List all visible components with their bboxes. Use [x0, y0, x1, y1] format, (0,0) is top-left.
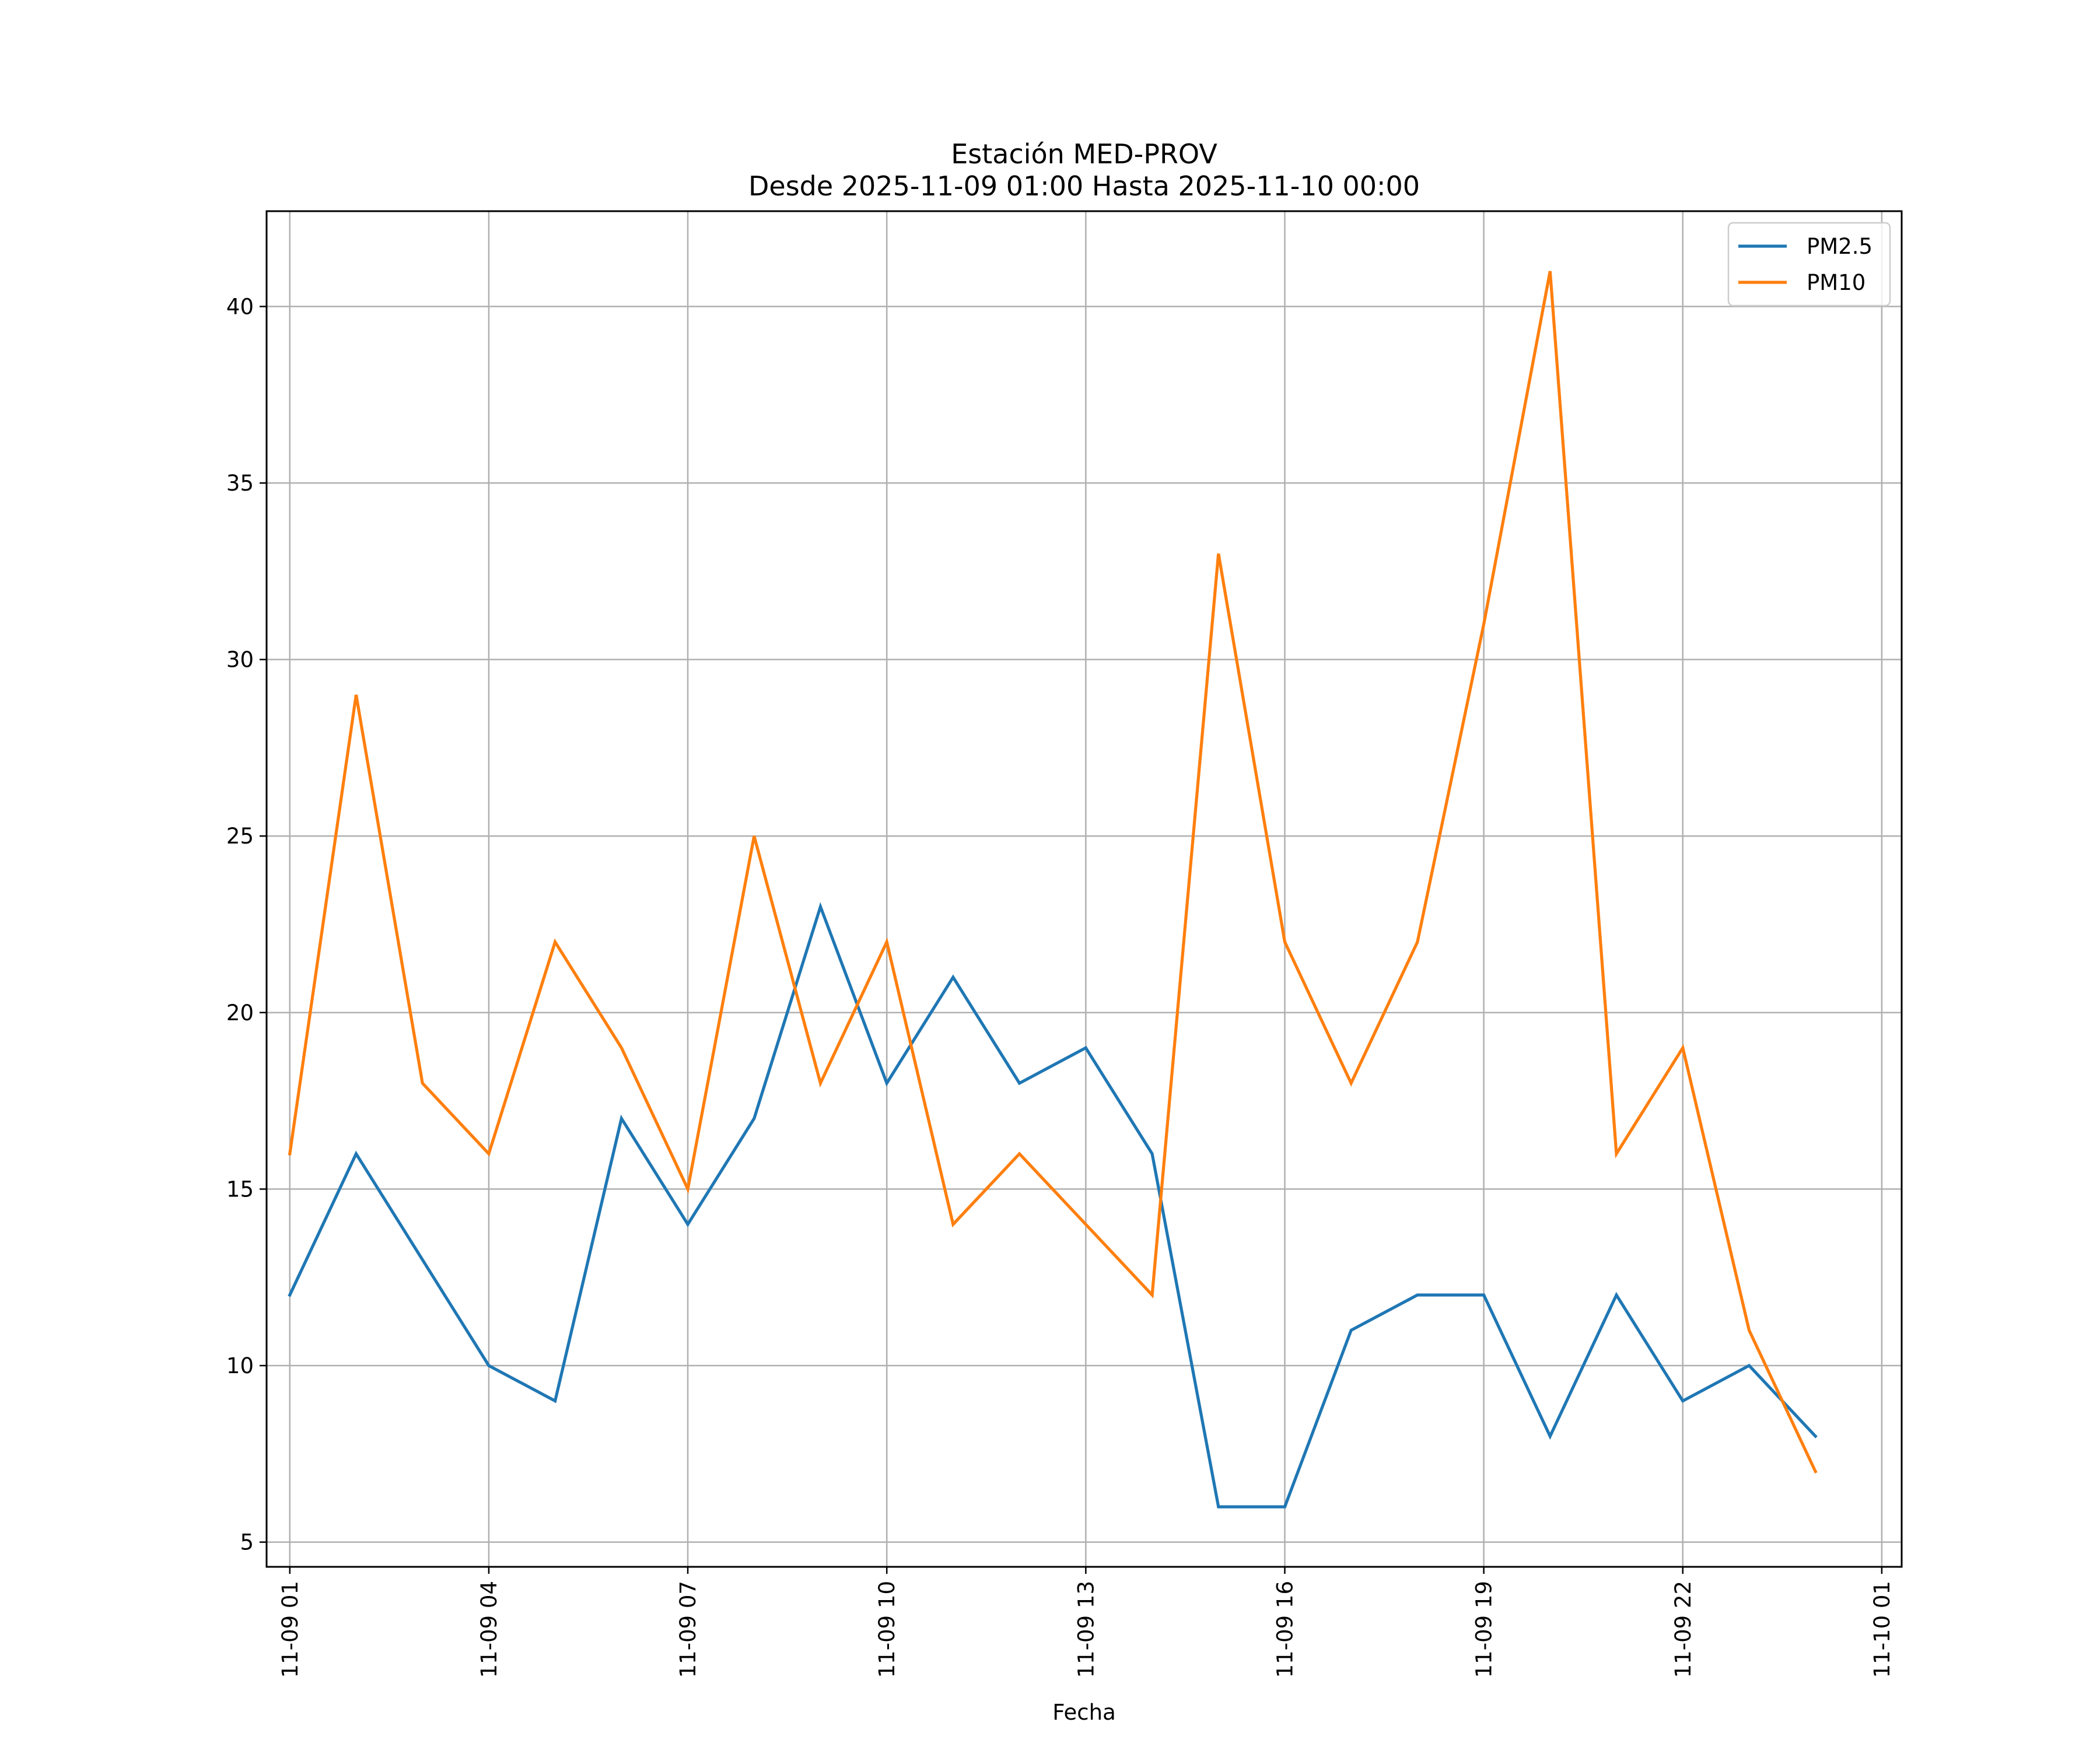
- y-axis: 5 10 15 20 25 30 35 40: [226, 294, 267, 1555]
- y-tick-label: 5: [240, 1530, 254, 1555]
- y-tick-label: 35: [226, 471, 254, 496]
- series-group: [288, 271, 1818, 1508]
- y-tick-label: 15: [226, 1177, 254, 1202]
- y-tick-label: 25: [226, 824, 254, 849]
- x-tick-label: 11-09 01: [278, 1581, 303, 1678]
- y-tick-label: 40: [226, 294, 254, 319]
- x-tick-label: 11-09 16: [1272, 1581, 1297, 1678]
- x-axis: 11-09 01 11-09 04 11-09 07 11-09 10 11-09 13…: [278, 1567, 1895, 1678]
- x-tick-label: 11-09 07: [676, 1581, 701, 1678]
- grid-lines: [267, 211, 1902, 1567]
- chart-subtitle: Desde 2025-11-09 01:00 Hasta 2025-11-10 …: [748, 170, 1420, 202]
- plot-frame: [265, 210, 1903, 1568]
- legend: PM2.5 PM10: [1727, 222, 1891, 307]
- x-tick-label: 11-09 04: [477, 1581, 502, 1678]
- y-tick-label: 30: [226, 648, 254, 673]
- x-tick-label: 11-09 22: [1671, 1581, 1696, 1678]
- legend-label: PM10: [1807, 270, 1866, 295]
- y-tick-label: 10: [226, 1353, 254, 1378]
- legend-label: PM2.5: [1807, 234, 1873, 259]
- x-tick-label: 11-10 01: [1870, 1581, 1895, 1678]
- y-tick-label: 20: [226, 1000, 254, 1026]
- x-axis-label: Fecha: [1052, 1700, 1116, 1725]
- series-line-pm10: [288, 271, 1818, 1474]
- x-tick-label: 11-09 10: [874, 1581, 900, 1678]
- x-tick-label: 11-09 13: [1073, 1581, 1098, 1678]
- series-line-pm25: [288, 902, 1818, 1508]
- chart-title: Estación MED-PROV: [951, 138, 1217, 170]
- x-tick-label: 11-09 19: [1472, 1581, 1497, 1678]
- legend-box: [1727, 222, 1891, 307]
